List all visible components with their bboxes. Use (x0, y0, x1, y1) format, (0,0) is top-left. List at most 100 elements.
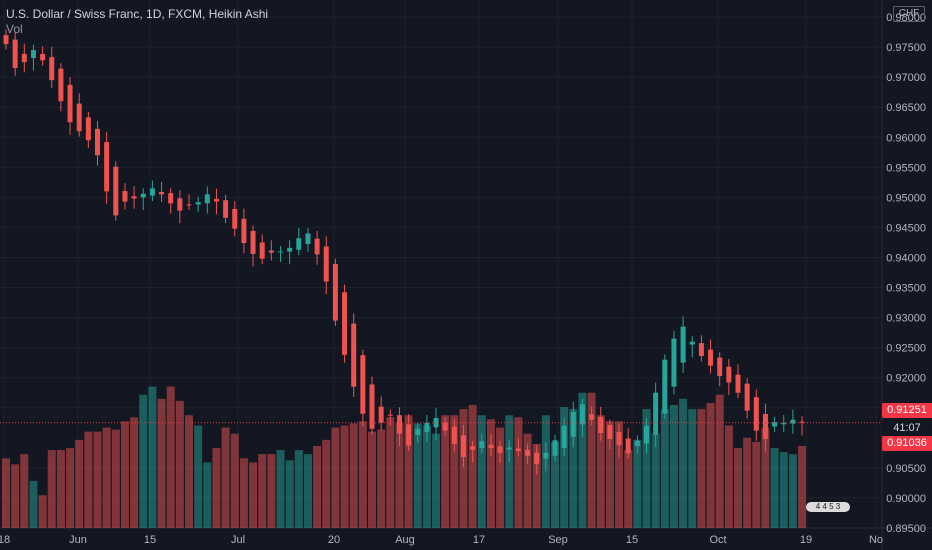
volume-indicator-label: Vol (6, 22, 23, 36)
candle-body (3, 35, 9, 45)
volume-bar (20, 454, 29, 528)
candle-body (753, 397, 759, 431)
volume-bar (505, 415, 514, 528)
candle-body (58, 68, 64, 102)
volume-bar (450, 415, 459, 528)
candle-body (360, 355, 366, 414)
price-tick-label: 0.89500 (886, 523, 926, 535)
candle-body (735, 374, 741, 393)
volume-bar (688, 409, 697, 528)
volume-bar (38, 495, 47, 528)
volume-bar (679, 398, 688, 528)
volume-bar (468, 405, 477, 528)
candle-body (570, 411, 576, 437)
volume-bar (93, 431, 102, 528)
candle-body (30, 50, 36, 58)
volume-bar (395, 423, 404, 528)
volume-bar (422, 425, 431, 528)
candle-body (40, 54, 46, 61)
volume-bar (706, 402, 715, 528)
volume-bar (624, 450, 633, 528)
candle-body (287, 247, 293, 252)
candle-body (671, 338, 677, 387)
candle-body (762, 413, 768, 440)
candle-body (717, 357, 723, 376)
candle-body (442, 422, 448, 431)
candle-body (525, 449, 531, 456)
candle-body (232, 209, 238, 229)
event-counter-widget[interactable]: 4 4 5 3 (806, 502, 850, 512)
volume-bar (569, 409, 578, 528)
volume-bar (221, 427, 230, 528)
volume-bar (358, 421, 367, 528)
candle-body (186, 204, 192, 206)
volume-bar (651, 433, 660, 528)
time-tick-label: 19 (800, 534, 812, 546)
price-tick-label: 0.96000 (886, 132, 926, 144)
candle-body (515, 448, 521, 452)
price-tick-label: 0.94000 (886, 252, 926, 264)
volume-bar (340, 425, 349, 528)
price-axis[interactable]: 0.980000.975000.970000.965000.960000.955… (886, 12, 926, 535)
countdown-badge: 41:07 (882, 421, 932, 436)
volume-bar (715, 394, 724, 528)
price-tick-label: 0.93500 (886, 283, 926, 295)
volume-bar (47, 450, 56, 528)
candle-body (662, 359, 668, 414)
candle-body (378, 406, 384, 423)
volume-bar (386, 417, 395, 528)
volume-bar (596, 415, 605, 528)
candle-body (689, 341, 695, 345)
candle-body (113, 166, 119, 216)
candle-body (424, 422, 430, 432)
volume-bar (477, 415, 486, 528)
volume-bar (267, 454, 276, 528)
volume-bar (148, 386, 157, 528)
volume-bar (660, 409, 669, 528)
volume-bar (130, 417, 139, 528)
volume-bar (276, 450, 285, 528)
volume-bar (111, 429, 120, 528)
candle-body (387, 414, 393, 416)
candle-body (579, 404, 585, 425)
candle-body (159, 191, 165, 195)
volume-bar (166, 386, 175, 528)
candle-body (21, 53, 27, 63)
volume-bar (249, 462, 258, 528)
candle-body (598, 417, 604, 434)
volume-bar (496, 427, 505, 528)
candle-body (708, 349, 714, 366)
candle-body (406, 424, 412, 446)
volume-bar (303, 454, 312, 528)
candle-body (552, 440, 558, 456)
time-tick-label: 15 (144, 534, 156, 546)
candle-body (342, 292, 348, 355)
currency-button[interactable]: CHF (893, 6, 925, 22)
volume-bar (459, 409, 468, 528)
time-tick-label: Aug (395, 534, 415, 546)
candle-body (314, 238, 320, 255)
candle-body (772, 422, 778, 427)
price-tick-label: 0.97000 (886, 72, 926, 84)
candle-body (616, 432, 622, 446)
candle-body (461, 435, 466, 458)
candle-body (12, 39, 18, 69)
volume-bar (743, 437, 752, 528)
time-axis[interactable]: 18 Jun 15 Jul 20 Aug 17 Sep 15 Oct 19 No (0, 534, 883, 546)
candle-body (479, 441, 485, 448)
volume-bar (212, 448, 221, 528)
volume-bar (285, 460, 294, 528)
time-tick-label: No (869, 534, 883, 546)
candle-body (76, 103, 82, 132)
volume-bar (615, 421, 624, 528)
volume-bar (120, 421, 129, 528)
last-price-badge: 0.91251 (882, 403, 932, 418)
candle-body (561, 425, 567, 448)
volume-bar (770, 448, 779, 528)
volume-bar (2, 458, 10, 528)
volume-bar (413, 423, 422, 528)
candle-body (195, 202, 201, 205)
volume-bar (761, 427, 770, 528)
time-tick-label: 15 (626, 534, 638, 546)
